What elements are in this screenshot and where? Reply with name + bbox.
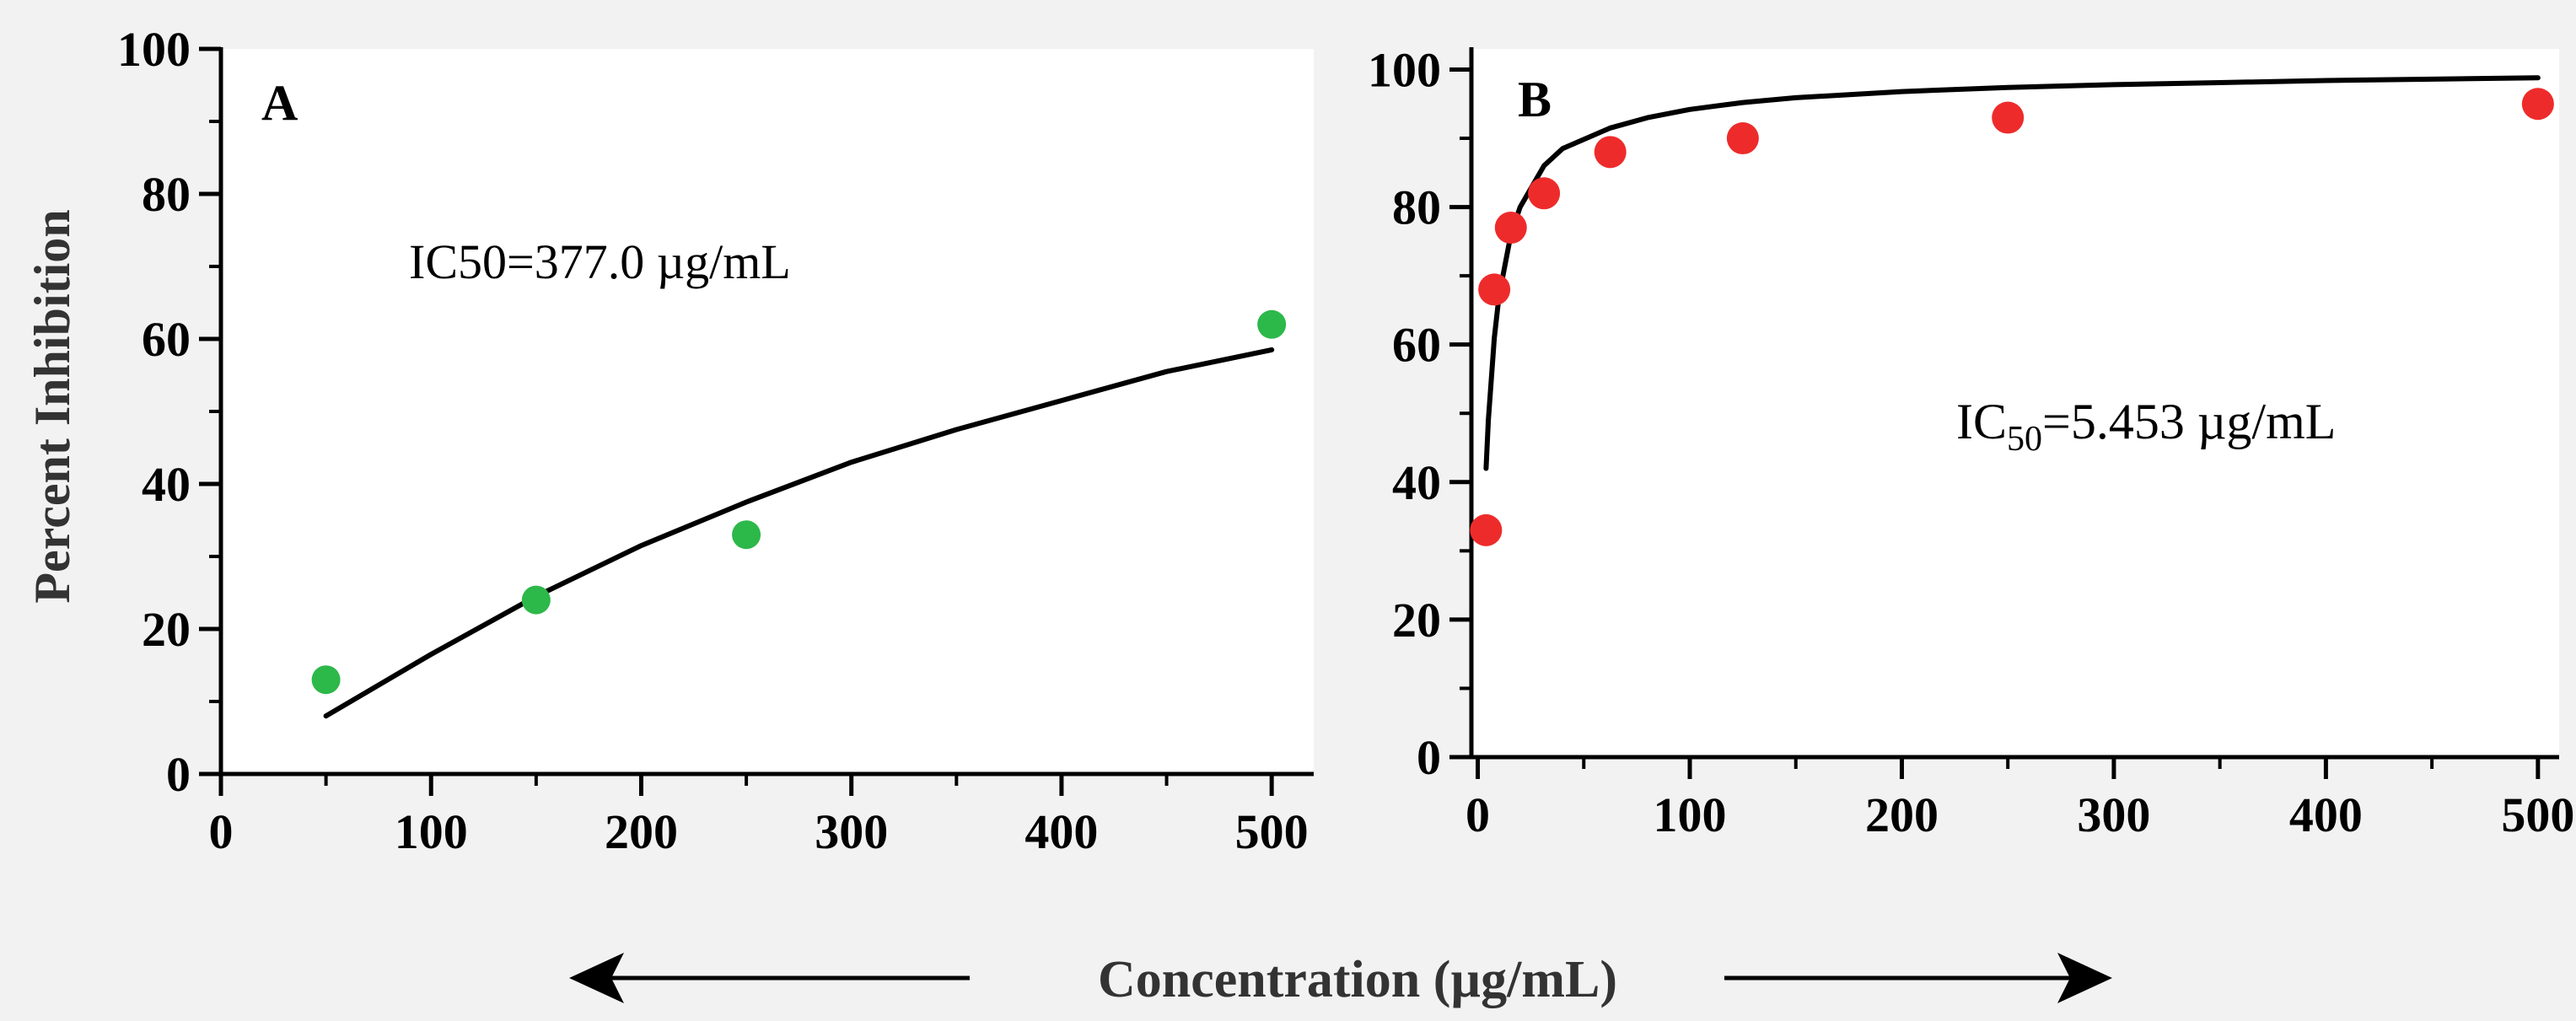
- right-arrow-head: [2057, 953, 2112, 1003]
- left-arrow-head: [569, 953, 624, 1003]
- panel-b-ic50-value: =5.453 µg/mL: [2042, 394, 2336, 449]
- x-axis-title-group: Concentration (µg/mL): [569, 951, 2112, 1008]
- panel-a-y-tick-label: 60: [142, 312, 191, 367]
- panel-a: A IC50=377.0 µg/mL 0 20 40 60 80 100 0 100 200 30…: [117, 22, 1314, 859]
- panel-a-x-tick-label: 500: [1235, 804, 1309, 859]
- panel-a-data-point: [1257, 309, 1287, 339]
- y-axis-title: Percent Inhibition: [24, 209, 80, 603]
- panel-b-label: B: [1518, 72, 1552, 127]
- panel-a-data-point: [732, 520, 761, 550]
- panel-b-y-tick-label: 20: [1392, 593, 1441, 648]
- panel-b-data-point: [1494, 212, 1527, 245]
- panel-b-y-tick-label: 40: [1392, 455, 1441, 510]
- panel-a-ic50-annotation: IC50=377.0 µg/mL: [409, 234, 791, 289]
- panel-a-y-tick-label: 100: [117, 22, 191, 77]
- panel-b: B IC50=5.453 µg/mL 0 20 40 60 80 100 0 100 200 30…: [1368, 42, 2574, 842]
- panel-a-x-tick-label: 300: [815, 804, 888, 859]
- panel-a-data-point: [311, 665, 341, 695]
- panel-b-ic50-subscript: 50: [2007, 420, 2042, 459]
- panel-b-y-tick-label: 60: [1392, 318, 1441, 373]
- panel-b-ic50-annotation: IC50=5.453 µg/mL: [1956, 394, 2336, 459]
- panel-b-x-tick-label: 300: [2077, 787, 2150, 842]
- panel-b-y-tick-label: 80: [1392, 180, 1441, 235]
- panel-a-x-tick-label: 0: [209, 804, 234, 859]
- panel-b-x-tick-label: 0: [1465, 787, 1490, 842]
- panel-b-x-tick-label: 500: [2501, 787, 2574, 842]
- panel-a-y-tick-label: 20: [142, 602, 191, 657]
- panel-a-x-tick-label: 100: [395, 804, 468, 859]
- panel-b-y-tick-label: 100: [1368, 42, 1441, 97]
- panel-b-data-point: [1726, 122, 1759, 155]
- panel-a-y-tick-label: 0: [166, 747, 191, 802]
- panel-a-label: A: [261, 75, 298, 131]
- panel-b-ic50-ic: IC: [1956, 394, 2007, 449]
- panel-b-data-point: [1470, 513, 1503, 546]
- panel-a-plot-area: [221, 49, 1314, 774]
- panel-b-x-tick-label: 400: [2289, 787, 2363, 842]
- panel-b-data-point: [1594, 136, 1627, 169]
- panel-b-data-point: [1528, 177, 1561, 210]
- panel-a-x-tick-label: 200: [605, 804, 678, 859]
- panel-b-data-point: [1992, 101, 2025, 134]
- panel-a-data-point: [521, 585, 551, 615]
- panel-a-y-tick-label: 80: [142, 167, 191, 222]
- panel-a-x-tick-label: 400: [1024, 804, 1098, 859]
- panel-a-fit-curve: [323, 347, 1275, 719]
- panel-b-data-point: [1478, 273, 1511, 306]
- panel-b-x-tick-label: 200: [1865, 787, 1939, 842]
- x-axis-title: Concentration (µg/mL): [1098, 951, 1617, 1008]
- panel-b-data-point: [2521, 88, 2554, 121]
- panel-b-x-tick-label: 100: [1654, 787, 1727, 842]
- panel-a-y-tick-label: 40: [142, 457, 191, 512]
- panel-b-y-tick-label: 0: [1417, 730, 1441, 785]
- panel-b-plot-area: [1471, 49, 2559, 757]
